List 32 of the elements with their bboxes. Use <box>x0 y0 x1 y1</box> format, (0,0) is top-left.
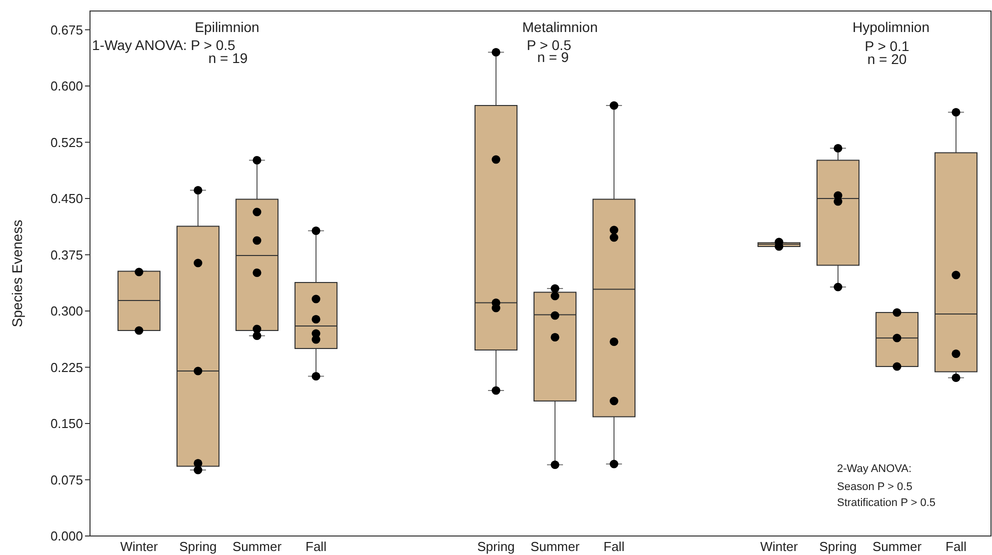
y-tick-label: 0.375 <box>50 247 83 262</box>
y-axis-title: Species Eveness <box>9 220 25 328</box>
annotation: Stratification P > 0.5 <box>837 497 936 509</box>
annotation: Metalimnion <box>522 19 598 35</box>
x-tick-label: Summer <box>530 539 580 554</box>
annotation: Season P > 0.5 <box>837 481 912 493</box>
y-tick-label: 0.000 <box>50 528 83 544</box>
y-tick-label: 0.075 <box>50 472 83 488</box>
annotation: 2-Way ANOVA: <box>837 463 912 475</box>
x-tick-label: Summer <box>232 539 282 554</box>
y-tick-label: 0.525 <box>50 134 83 150</box>
annotation: 1-Way ANOVA: P > 0.5 <box>92 37 236 53</box>
annotation: P > 0.1 <box>864 38 910 54</box>
x-tick-label: Fall <box>604 539 625 554</box>
x-tick-label: Spring <box>477 539 515 554</box>
y-tick-label: 0.675 <box>50 22 83 38</box>
x-tick-label: Fall <box>946 539 967 554</box>
annotation: n = 19 <box>208 50 248 66</box>
x-tick-label: Spring <box>179 539 217 554</box>
x-tick-label: Fall <box>306 539 327 554</box>
x-tick-label: Spring <box>819 539 857 554</box>
annotation: n = 20 <box>867 51 907 67</box>
y-tick-label: 0.225 <box>50 360 83 375</box>
x-tick-label: Winter <box>120 539 158 554</box>
y-tick-label: 0.150 <box>50 416 83 432</box>
y-tick-label: 0.450 <box>50 191 83 206</box>
annotation: Hypolimnion <box>852 19 930 35</box>
y-tick-label: 0.300 <box>50 304 83 319</box>
x-tick-label: Summer <box>872 539 922 554</box>
annotation: Epilimnion <box>194 19 260 35</box>
x-tick-label: Winter <box>760 539 798 554</box>
y-tick-label: 0.600 <box>50 78 83 94</box>
